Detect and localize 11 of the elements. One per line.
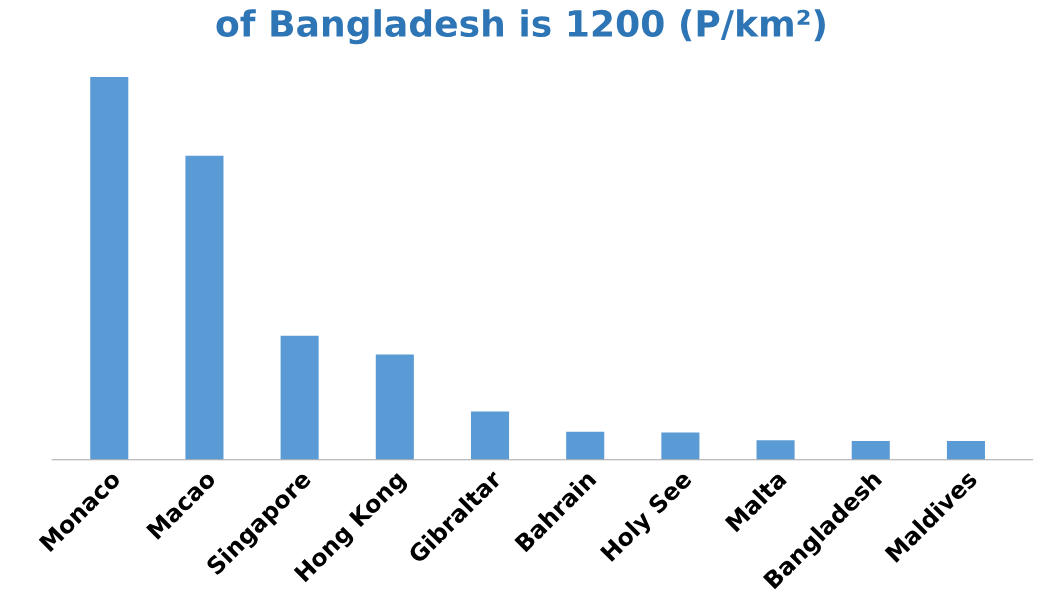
bar bbox=[851, 441, 890, 460]
bar bbox=[470, 411, 510, 460]
bar bbox=[90, 76, 129, 460]
bar bbox=[185, 155, 224, 460]
bar bbox=[661, 432, 700, 460]
bar bbox=[566, 431, 605, 460]
chart-title: of Bangladesh is 1200 (P/km²) bbox=[216, 9, 825, 45]
bar bbox=[756, 440, 795, 460]
bar bbox=[946, 441, 985, 460]
bar bbox=[280, 335, 319, 460]
bar bbox=[375, 354, 414, 460]
